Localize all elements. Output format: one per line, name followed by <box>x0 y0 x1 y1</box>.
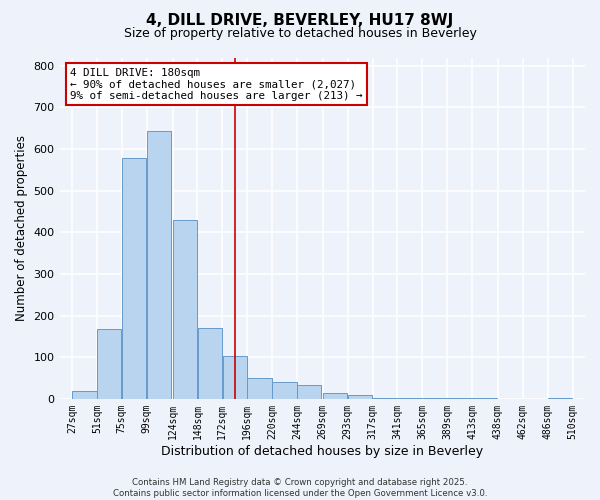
Bar <box>197 328 222 399</box>
Text: Size of property relative to detached houses in Beverley: Size of property relative to detached ho… <box>124 28 476 40</box>
Y-axis label: Number of detached properties: Number of detached properties <box>15 135 28 321</box>
Bar <box>398 398 422 399</box>
X-axis label: Distribution of detached houses by size in Beverley: Distribution of detached houses by size … <box>161 444 484 458</box>
Bar <box>72 390 97 399</box>
Bar <box>247 378 272 399</box>
Bar <box>122 158 146 399</box>
Text: 4 DILL DRIVE: 180sqm
← 90% of detached houses are smaller (2,027)
9% of semi-det: 4 DILL DRIVE: 180sqm ← 90% of detached h… <box>70 68 362 101</box>
Bar <box>297 385 322 399</box>
Bar <box>323 394 347 399</box>
Bar <box>548 398 572 399</box>
Bar <box>223 356 247 399</box>
Bar <box>147 131 171 399</box>
Bar <box>173 220 197 399</box>
Text: Contains HM Land Registry data © Crown copyright and database right 2025.
Contai: Contains HM Land Registry data © Crown c… <box>113 478 487 498</box>
Bar <box>348 394 372 399</box>
Bar <box>272 382 296 399</box>
Text: 4, DILL DRIVE, BEVERLEY, HU17 8WJ: 4, DILL DRIVE, BEVERLEY, HU17 8WJ <box>146 12 454 28</box>
Bar <box>373 398 397 399</box>
Bar <box>97 329 121 399</box>
